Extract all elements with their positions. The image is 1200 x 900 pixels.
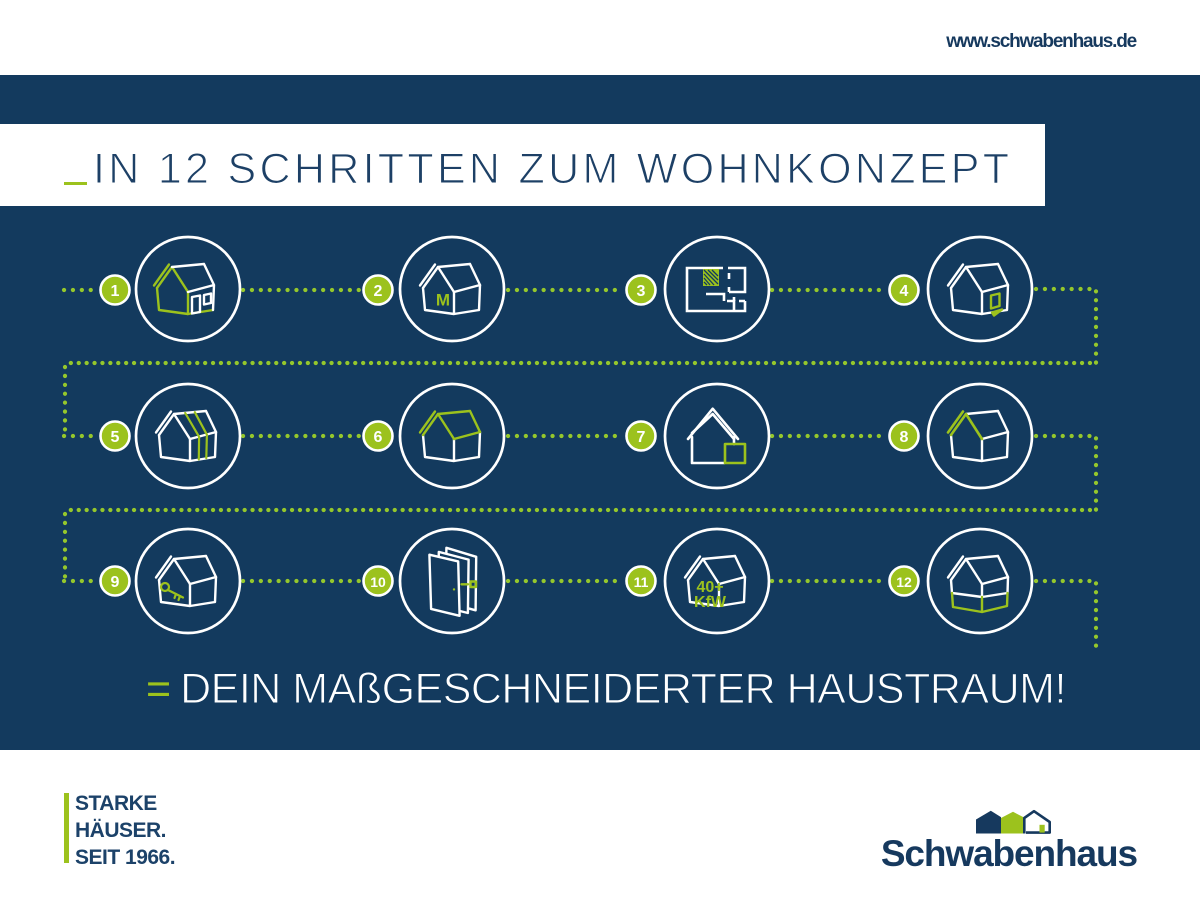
svg-text:2: 2 [374,283,383,300]
svg-text:7: 7 [637,429,646,446]
svg-text:KfW: KfW [694,594,727,611]
svg-text:M: M [436,291,450,310]
svg-text:4: 4 [900,283,909,300]
svg-text:11: 11 [634,574,649,590]
svg-text:3: 3 [637,283,646,300]
svg-text:6: 6 [374,429,383,446]
svg-text:9: 9 [111,574,120,591]
svg-text:8: 8 [900,429,909,446]
svg-text:10: 10 [370,574,386,590]
svg-text:12: 12 [896,574,912,590]
svg-text:5: 5 [111,429,120,446]
svg-text:1: 1 [111,283,120,300]
svg-text:40+: 40+ [696,579,723,596]
